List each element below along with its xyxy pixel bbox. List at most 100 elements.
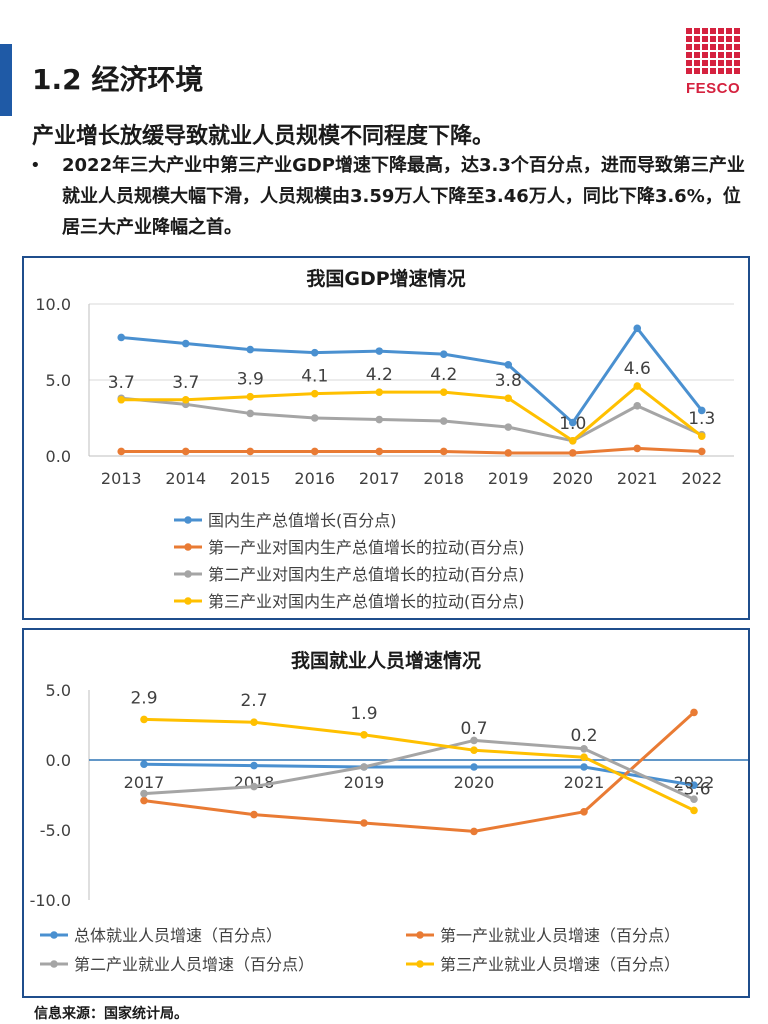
- logo-dot: [726, 44, 732, 50]
- legend-marker: [50, 931, 58, 939]
- data-point: [580, 763, 588, 771]
- data-point: [246, 409, 255, 418]
- data-point: [633, 444, 642, 453]
- data-point: [690, 795, 698, 803]
- data-label: 1.9: [350, 704, 377, 724]
- logo-dot: [726, 68, 732, 74]
- logo-dot: [686, 36, 692, 42]
- logo-dot: [718, 44, 724, 50]
- logo-dot: [702, 28, 708, 34]
- x-tick-label: 2014: [165, 469, 206, 488]
- data-point: [246, 392, 255, 401]
- bullet-text: 2022年三大产业中第三产业GDP增速下降最高，达3.3个百分点，进而导致第三产…: [62, 155, 745, 238]
- data-label: 3.8: [495, 371, 522, 391]
- x-tick-label: 2018: [423, 469, 464, 488]
- legend-marker: [184, 597, 192, 605]
- logo-dot: [702, 44, 708, 50]
- chart-title: 我国就业人员增速情况: [291, 649, 481, 672]
- data-point: [310, 414, 319, 422]
- logo-dot: [702, 60, 708, 66]
- accent-bar: [0, 44, 12, 116]
- employment-growth-chart: 我国就业人员增速情况 5.0 0.0 -5.0 -10.0 2017 2018 2019 202…: [22, 628, 750, 998]
- data-point: [360, 763, 368, 771]
- logo-dot: [694, 36, 700, 42]
- data-label: 1.3: [688, 409, 715, 429]
- data-point: [568, 418, 577, 427]
- logo-dot: [718, 52, 724, 58]
- x-tick-label: 2021: [617, 469, 658, 488]
- data-point: [690, 708, 698, 717]
- data-point: [580, 753, 588, 761]
- logo-dot: [710, 52, 716, 58]
- series-line-2: [143, 711, 696, 833]
- data-label: 3.9: [237, 370, 264, 390]
- logo-dot-grid: [686, 28, 746, 74]
- data-point: [140, 796, 148, 805]
- x-tick-label: 2017: [359, 469, 400, 488]
- data-point: [375, 347, 384, 355]
- data-point: [181, 447, 190, 456]
- chart-title: 我国GDP增速情况: [306, 267, 465, 290]
- logo-dot: [726, 60, 732, 66]
- logo-dot: [694, 28, 700, 34]
- data-point: [568, 449, 577, 457]
- legend-marker: [416, 931, 424, 939]
- data-point: [633, 402, 642, 410]
- x-tick-label: 2021: [564, 773, 605, 792]
- data-label: 4.6: [624, 359, 651, 379]
- data-point: [690, 806, 698, 815]
- data-point: [697, 447, 706, 456]
- data-point: [633, 382, 642, 390]
- data-point: [470, 736, 478, 745]
- gdp-growth-chart-svg: 我国GDP增速情况 0.0 5.0 10.0 2013 2014 2015 2016 2017 2…: [35, 267, 734, 611]
- logo-text: FESCO: [686, 80, 741, 97]
- data-label: 3.7: [172, 373, 199, 393]
- y-tick-label: 0.0: [46, 751, 71, 770]
- legend-marker: [50, 960, 58, 968]
- logo-dot: [686, 68, 692, 74]
- series-line-2: [121, 446, 702, 455]
- legend-entry: 第三产业对国内生产总值增长的拉动(百分点): [208, 592, 525, 611]
- logo-dot: [702, 68, 708, 74]
- logo-dot: [686, 28, 692, 34]
- logo-dot: [686, 60, 692, 66]
- data-point: [568, 437, 577, 445]
- data-point: [439, 388, 448, 396]
- x-tick-label: 2019: [488, 469, 529, 488]
- data-point: [470, 827, 478, 836]
- data-point: [360, 819, 368, 827]
- data-point: [375, 447, 384, 456]
- logo-dot: [686, 52, 692, 58]
- bullet-marker: •: [30, 155, 41, 176]
- logo-dot: [710, 28, 716, 34]
- data-point: [375, 388, 384, 396]
- data-label: 1.0: [559, 414, 586, 434]
- x-tick-label: 2020: [552, 469, 593, 488]
- logo-dot: [718, 60, 724, 66]
- fesco-logo: FESCO: [686, 28, 746, 108]
- data-point: [697, 406, 706, 415]
- data-point: [504, 449, 513, 457]
- data-label: 0.7: [460, 719, 487, 739]
- logo-dot: [726, 28, 732, 34]
- logo-dot: [726, 52, 732, 58]
- data-point: [140, 715, 148, 724]
- data-label: 2.7: [240, 691, 267, 711]
- y-tick-label: 5.0: [46, 681, 71, 700]
- data-point: [117, 447, 126, 456]
- data-point: [580, 808, 588, 816]
- logo-dot: [694, 44, 700, 50]
- legend-marker: [184, 516, 192, 524]
- data-label: 4.2: [430, 365, 457, 385]
- data-point: [504, 394, 513, 403]
- data-label: 2.9: [130, 688, 157, 708]
- logo-dot: [694, 68, 700, 74]
- logo-dot: [734, 36, 740, 42]
- legend-entry: 第三产业就业人员增速（百分点）: [440, 955, 680, 974]
- legend-entry: 第一产业对国内生产总值增长的拉动(百分点): [208, 538, 525, 557]
- data-point: [140, 789, 148, 798]
- logo-dot: [718, 36, 724, 42]
- x-tick-label: 2019: [344, 773, 385, 792]
- series-line-3: [121, 396, 703, 443]
